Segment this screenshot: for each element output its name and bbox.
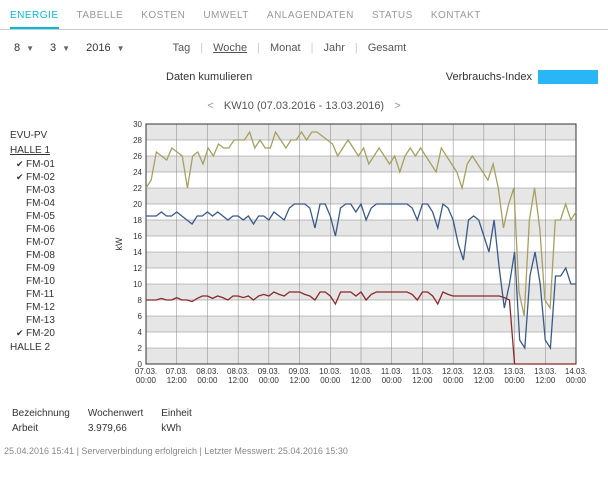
summary-value: kWh (161, 423, 192, 434)
date-controls: 8▼ 3▼ 2016▼ Tag|Woche|Monat|Jahr|Gesamt (0, 30, 608, 66)
svg-text:12:00: 12:00 (351, 376, 372, 385)
svg-text:18: 18 (133, 216, 142, 225)
summary-table: Bezeichnung Arbeit Wochenwert 3.979,66 Einhe… (0, 398, 608, 438)
svg-text:00:00: 00:00 (382, 376, 403, 385)
tree-item[interactable]: FM-06 (10, 223, 110, 236)
cumulate-label[interactable]: Daten kumulieren (166, 71, 252, 83)
svg-text:14.03.: 14.03. (565, 367, 587, 376)
svg-text:07.03.: 07.03. (135, 367, 157, 376)
svg-text:12:00: 12:00 (474, 376, 495, 385)
svg-text:00:00: 00:00 (197, 376, 218, 385)
svg-text:10.03.: 10.03. (319, 367, 341, 376)
tree-item[interactable]: FM-07 (10, 236, 110, 249)
svg-text:4: 4 (138, 328, 143, 337)
svg-text:09.03.: 09.03. (258, 367, 280, 376)
svg-text:10: 10 (133, 280, 142, 289)
svg-text:00:00: 00:00 (566, 376, 587, 385)
tab-status[interactable]: STATUS (372, 6, 413, 29)
tree-item[interactable]: FM-12 (10, 301, 110, 314)
svg-text:00:00: 00:00 (259, 376, 280, 385)
main-tabs: ENERGIE TABELLE KOSTEN UMWELT ANLAGENDATEN ST… (0, 0, 608, 30)
year-select[interactable]: 2016▼ (82, 40, 128, 56)
time-range-tabs: Tag|Woche|Monat|Jahr|Gesamt (167, 40, 413, 56)
tree-item[interactable]: FM-10 (10, 275, 110, 288)
svg-text:24: 24 (133, 168, 142, 177)
tab-kontakt[interactable]: KONTAKT (431, 6, 481, 29)
tab-tabelle[interactable]: TABELLE (77, 6, 124, 29)
tab-kosten[interactable]: KOSTEN (141, 6, 185, 29)
tab-anlagendaten[interactable]: ANLAGENDATEN (267, 6, 354, 29)
tree-group[interactable]: HALLE 1 (10, 143, 110, 158)
consumption-index-label: Verbrauchs-Index (446, 71, 532, 83)
device-tree: EVU-PVHALLE 1FM-01FM-02FM-03FM-04FM-05FM… (10, 118, 110, 398)
svg-text:11.03.: 11.03. (412, 367, 434, 376)
svg-text:10.03.: 10.03. (350, 367, 372, 376)
tree-item[interactable]: FM-05 (10, 210, 110, 223)
svg-text:28: 28 (133, 136, 142, 145)
tree-item[interactable]: FM-20 (10, 327, 110, 340)
svg-text:00:00: 00:00 (320, 376, 341, 385)
tab-umwelt[interactable]: UMWELT (203, 6, 249, 29)
timerange-jahr[interactable]: Jahr (317, 40, 350, 56)
tree-item[interactable]: FM-09 (10, 262, 110, 275)
svg-text:12:00: 12:00 (228, 376, 249, 385)
svg-text:20: 20 (133, 200, 142, 209)
week-label: KW10 (07.03.2016 - 13.03.2016) (224, 100, 384, 112)
prev-week-button[interactable]: < (203, 100, 217, 112)
tree-item[interactable]: FM-03 (10, 184, 110, 197)
svg-text:08.03.: 08.03. (227, 367, 249, 376)
svg-text:11.03.: 11.03. (381, 367, 403, 376)
consumption-index: Verbrauchs-Index (446, 70, 598, 84)
timerange-tag[interactable]: Tag (167, 40, 197, 56)
svg-text:6: 6 (138, 312, 143, 321)
svg-text:26: 26 (133, 152, 142, 161)
status-bar: 25.04.2016 15:41 | Serververbindung erfo… (0, 438, 608, 460)
month-select[interactable]: 3▼ (46, 40, 74, 56)
svg-text:00:00: 00:00 (443, 376, 464, 385)
svg-text:16: 16 (133, 232, 142, 241)
svg-text:12:00: 12:00 (535, 376, 556, 385)
summary-header: Wochenwert (88, 408, 143, 419)
svg-text:12:00: 12:00 (412, 376, 433, 385)
tree-item[interactable]: FM-11 (10, 288, 110, 301)
summary-value: 3.979,66 (88, 423, 143, 434)
svg-text:22: 22 (133, 184, 142, 193)
summary-header: Einheit (161, 408, 192, 419)
tree-group[interactable]: HALLE 2 (10, 340, 110, 355)
svg-text:12: 12 (133, 264, 142, 273)
timerange-gesamt[interactable]: Gesamt (362, 40, 413, 56)
timerange-woche[interactable]: Woche (207, 40, 253, 56)
svg-text:kW: kW (114, 237, 124, 251)
svg-text:07.03.: 07.03. (166, 367, 188, 376)
tree-item[interactable]: FM-04 (10, 197, 110, 210)
summary-value: Arbeit (12, 423, 70, 434)
timerange-monat[interactable]: Monat (264, 40, 307, 56)
tree-group[interactable]: EVU-PV (10, 128, 110, 143)
tree-item[interactable]: FM-13 (10, 314, 110, 327)
svg-text:12.03.: 12.03. (473, 367, 495, 376)
tree-item[interactable]: FM-01 (10, 158, 110, 171)
tab-energie[interactable]: ENERGIE (10, 6, 59, 29)
svg-text:12:00: 12:00 (290, 376, 311, 385)
svg-text:00:00: 00:00 (505, 376, 526, 385)
tree-item[interactable]: FM-02 (10, 171, 110, 184)
tree-item[interactable]: FM-08 (10, 249, 110, 262)
svg-text:30: 30 (133, 120, 142, 129)
svg-text:13.03.: 13.03. (534, 367, 556, 376)
day-select[interactable]: 8▼ (10, 40, 38, 56)
svg-text:00:00: 00:00 (136, 376, 157, 385)
summary-header: Bezeichnung (12, 408, 70, 419)
svg-text:14: 14 (133, 248, 142, 257)
svg-text:8: 8 (138, 296, 143, 305)
svg-text:12:00: 12:00 (167, 376, 188, 385)
energy-chart: 02468101214161820222426283007.03.00:0007… (110, 118, 598, 398)
next-week-button[interactable]: > (390, 100, 404, 112)
consumption-index-bar (538, 70, 598, 84)
svg-text:12.03.: 12.03. (442, 367, 464, 376)
svg-text:13.03.: 13.03. (503, 367, 525, 376)
week-navigator: < KW10 (07.03.2016 - 13.03.2016) > (0, 94, 608, 118)
svg-text:2: 2 (138, 344, 143, 353)
svg-text:09.03.: 09.03. (288, 367, 310, 376)
svg-text:08.03.: 08.03. (196, 367, 218, 376)
